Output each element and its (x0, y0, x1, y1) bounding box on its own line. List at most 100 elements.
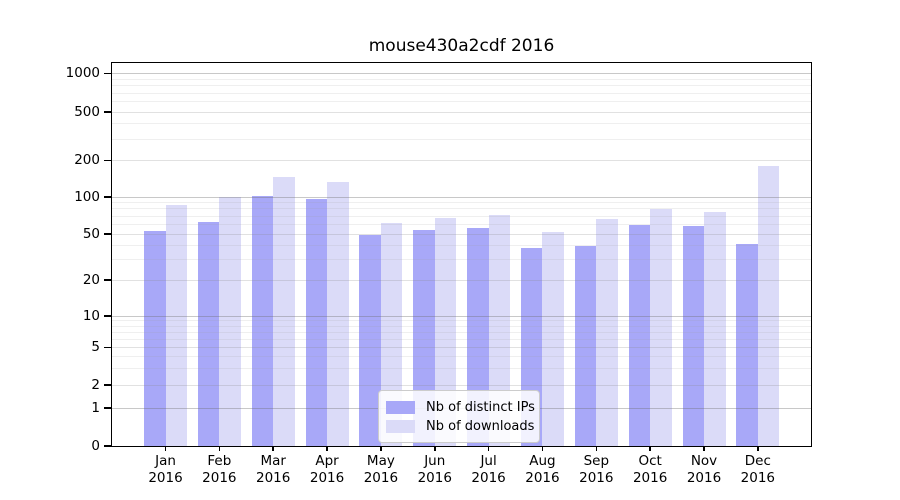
downloads-bar-sep (596, 219, 618, 446)
x-tick-mark (218, 446, 221, 451)
distinct-ips-bar-sep (574, 246, 597, 446)
x-tick-mark (487, 446, 490, 451)
downloads-bar-aug (542, 231, 564, 446)
distinct-ips-bar-jan (144, 230, 166, 446)
legend: Nb of distinct IPs Nb of downloads (378, 390, 540, 443)
distinct-ips-bar-oct (628, 225, 651, 446)
minor-gridline (112, 123, 811, 125)
month-label: May (366, 453, 395, 469)
x-axis-tick-label: Jan 2016 (136, 453, 196, 487)
downloads-bar-jun (434, 217, 457, 446)
year-label: 2016 (309, 470, 345, 486)
x-tick-mark (703, 446, 705, 451)
minor-gridline (112, 78, 811, 80)
x-axis-tick-label: Apr 2016 (297, 453, 357, 487)
y-tick-mark (104, 445, 112, 447)
x-axis-tick-label: Jul 2016 (459, 453, 519, 487)
month-label: Sep (583, 453, 610, 469)
month-label: Dec (744, 453, 771, 469)
year-label: 2016 (202, 470, 237, 486)
downloads-bar-jan (165, 205, 187, 446)
downloads-bar-mar (273, 176, 295, 446)
downloads-swatch (386, 419, 415, 433)
y-tick-mark (104, 72, 112, 75)
month-label: Jul (480, 453, 497, 469)
x-axis-tick-label: Jun 2016 (405, 453, 465, 487)
x-tick-mark (272, 446, 274, 451)
x-tick-mark (434, 446, 436, 451)
downloads-label: Nb of downloads (426, 418, 535, 434)
year-label: 2016 (256, 470, 291, 486)
y-axis-tick-label: 100 (74, 188, 100, 205)
downloads-bar-jul (488, 214, 511, 446)
x-axis-tick-label: Dec 2016 (728, 453, 788, 487)
month-label: Oct (638, 453, 662, 469)
downloads-bar-apr (327, 181, 349, 446)
distinct-ips-bar-dec (736, 243, 758, 446)
y-tick-mark (104, 111, 112, 113)
minor-gridline (112, 208, 811, 210)
mid-gridline (112, 160, 811, 161)
distinct-ips-bar-feb (197, 221, 220, 446)
year-label: 2016 (579, 470, 614, 486)
x-axis-tick-label: Nov 2016 (674, 453, 734, 487)
month-label: Jun (424, 453, 446, 469)
chart-title: mouse430a2cdf 2016 (368, 36, 555, 56)
distinct-ips-bar-apr (305, 199, 328, 446)
minor-gridline (112, 138, 811, 140)
distinct-ips-bar-may (359, 235, 381, 446)
month-label: Nov (690, 453, 718, 469)
legend-item-downloads: Nb of downloads (386, 417, 539, 435)
year-label: 2016 (632, 470, 668, 486)
minor-gridline (112, 101, 811, 103)
major-gridline (112, 73, 811, 74)
x-axis-tick-label: Aug 2016 (512, 453, 572, 487)
major-gridline (112, 196, 811, 198)
x-tick-mark (164, 446, 167, 451)
x-axis-tick-label: Sep 2016 (566, 453, 626, 487)
year-label: 2016 (686, 470, 722, 486)
minor-gridline (112, 202, 811, 204)
y-tick-mark (104, 196, 112, 198)
distinct-ips-bar-mar (251, 196, 274, 446)
y-axis-tick-label: 1000 (65, 65, 100, 81)
x-tick-mark (649, 446, 651, 451)
x-tick-mark (380, 446, 382, 451)
y-axis-tick-label: 50 (82, 225, 100, 242)
y-axis-tick-label: 10 (82, 307, 100, 324)
y-axis-tick-label: 2 (91, 376, 100, 393)
y-tick-mark (104, 407, 112, 409)
y-tick-mark (104, 315, 112, 317)
y-tick-mark (104, 279, 112, 281)
x-tick-mark (326, 446, 328, 451)
x-axis-tick-label: Oct 2016 (620, 453, 680, 487)
downloads-bar-dec (757, 166, 780, 446)
x-axis-tick-label: May 2016 (351, 453, 411, 487)
minor-gridline (112, 85, 811, 87)
year-label: 2016 (363, 470, 399, 486)
distinct-ips-swatch (386, 400, 415, 414)
y-axis-tick-label: 0 (91, 437, 100, 454)
minor-gridline (112, 92, 811, 94)
y-axis-tick-label: 500 (74, 103, 100, 120)
x-tick-mark (595, 446, 598, 451)
year-label: 2016 (740, 470, 776, 486)
x-tick-mark (757, 446, 759, 451)
y-axis-tick-label: 1 (91, 399, 100, 416)
y-tick-mark (104, 346, 112, 349)
year-label: 2016 (148, 470, 183, 486)
year-label: 2016 (417, 470, 452, 486)
x-tick-mark (541, 446, 544, 451)
distinct-ips-label: Nb of distinct IPs (426, 399, 535, 415)
y-tick-mark (104, 384, 112, 386)
legend-item-distinct-ips: Nb of distinct IPs (386, 398, 539, 416)
y-axis-tick-label: 5 (91, 339, 100, 355)
x-axis-tick-label: Feb 2016 (189, 453, 249, 487)
month-label: Feb (207, 453, 232, 469)
y-tick-mark (104, 233, 112, 235)
x-axis-tick-label: Mar 2016 (243, 453, 303, 487)
month-label: Apr (315, 453, 339, 469)
downloads-bar-nov (704, 212, 726, 446)
downloads-bar-feb (219, 197, 241, 446)
